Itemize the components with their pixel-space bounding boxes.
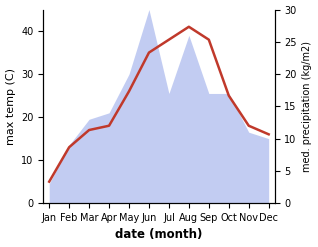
X-axis label: date (month): date (month) — [115, 228, 203, 242]
Y-axis label: max temp (C): max temp (C) — [5, 68, 16, 145]
Y-axis label: med. precipitation (kg/m2): med. precipitation (kg/m2) — [302, 41, 313, 172]
